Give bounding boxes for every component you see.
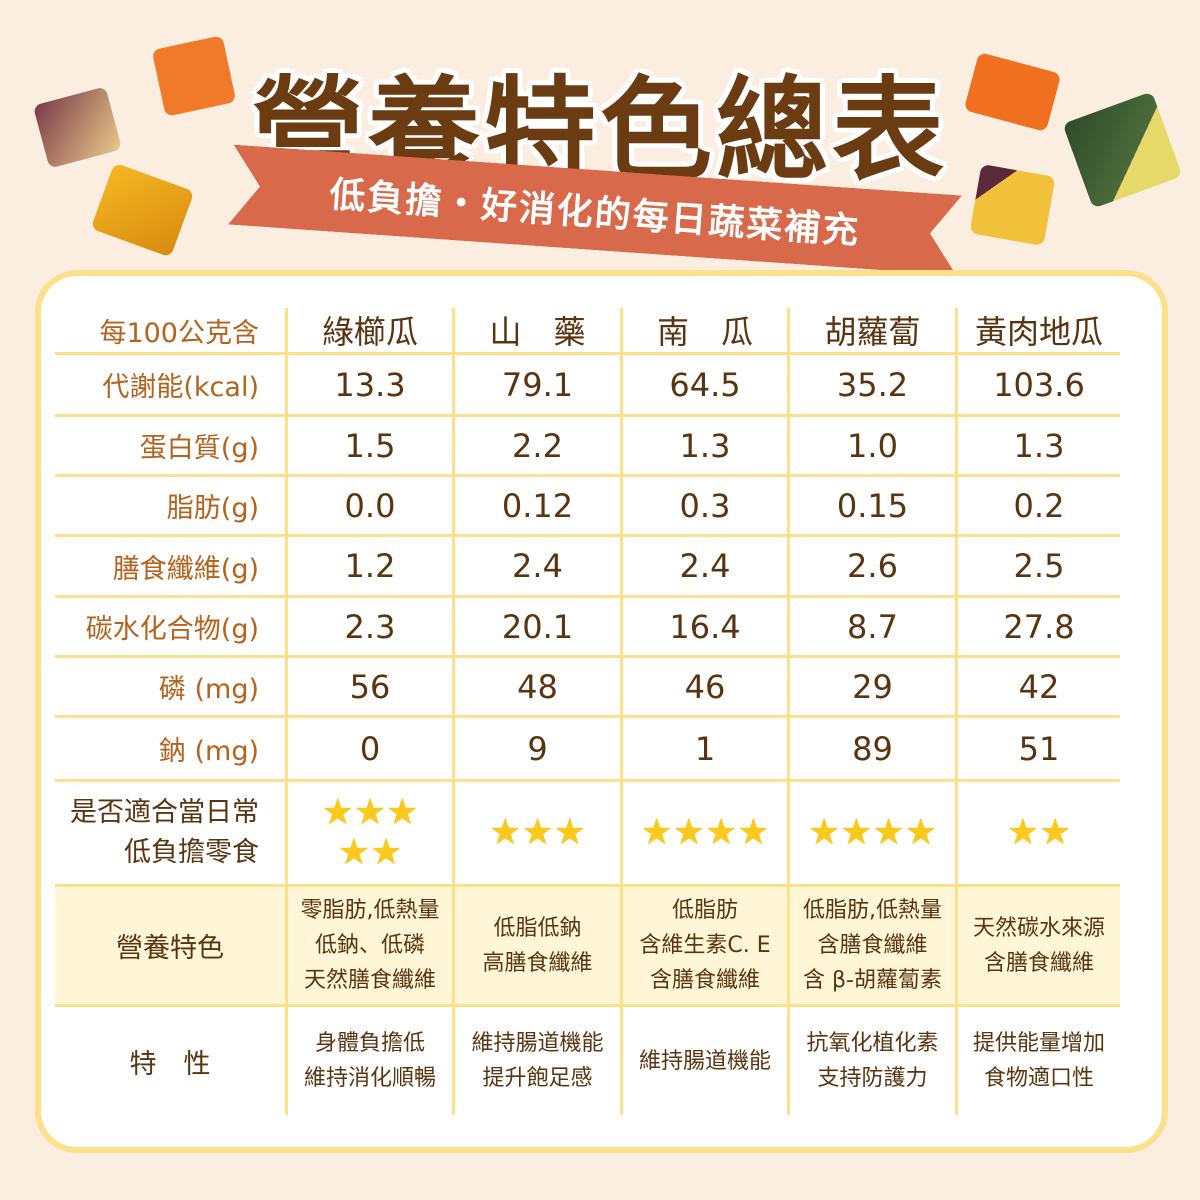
table-cell: 2.5 — [955, 537, 1120, 598]
table-cell: 29 — [787, 658, 955, 718]
table-cell: 79.1 — [452, 355, 620, 417]
trait-cell: 抗氧化植化素 支持防護力 — [787, 1007, 955, 1115]
row-label: 蛋白質(g) — [55, 417, 285, 477]
table-cell: 89 — [787, 718, 955, 782]
traits-label: 特 性 — [129, 1048, 211, 1080]
column-header: 綠櫛瓜 — [285, 308, 452, 355]
star-rating: ★★★★ — [787, 782, 955, 887]
table-cell: 13.3 — [285, 355, 452, 417]
star-rating: ★★★ — [452, 782, 620, 887]
column-header: 黃肉地瓜 — [955, 308, 1120, 355]
feature-cell: 零脂肪,低熱量 低鈉、低磷 天然膳食纖維 — [285, 887, 452, 1007]
table-cell: 103.6 — [955, 355, 1120, 417]
table-cell: 1.2 — [285, 537, 452, 598]
star-rating: ★★★ ★★ — [285, 782, 452, 887]
row-label: 脂肪(g) — [55, 477, 285, 537]
table-cell: 2.4 — [620, 537, 787, 598]
column-header: 胡蘿蔔 — [787, 308, 955, 355]
table-cell: 27.8 — [955, 598, 1120, 658]
features-label: 營養特色 — [55, 887, 285, 1007]
table-cell: 0.15 — [787, 477, 955, 537]
table-cell: 2.2 — [452, 417, 620, 477]
column-header: 山 藥 — [452, 308, 620, 355]
feature-cell: 低脂肪 含維生素C. E 含膳食纖維 — [620, 887, 787, 1007]
feature-cell: 低脂低鈉 高膳食纖維 — [452, 887, 620, 1007]
rating-label: 是否適合當日常 低負擔零食 — [55, 782, 285, 887]
table-cell: 8.7 — [787, 598, 955, 658]
column-header: 南 瓜 — [620, 308, 787, 355]
table-cell: 1.3 — [620, 417, 787, 477]
table-cell: 0.3 — [620, 477, 787, 537]
row-label: 碳水化合物(g) — [55, 598, 285, 658]
feature-cell: 低脂肪,低熱量 含膳食纖維 含 β-胡蘿蔔素 — [787, 887, 955, 1007]
trait-cell: 維持腸道機能 — [620, 1007, 787, 1115]
table-cell: 0.0 — [285, 477, 452, 537]
table-cell: 0.12 — [452, 477, 620, 537]
table-cell: 16.4 — [620, 598, 787, 658]
trait-cell: 提供能量增加 食物適口性 — [955, 1007, 1120, 1115]
star-rating: ★★ — [955, 782, 1120, 887]
table-cell: 46 — [620, 658, 787, 718]
trait-cell: 維持腸道機能 提升飽足感 — [452, 1007, 620, 1115]
table-cell: 0.2 — [955, 477, 1120, 537]
table-cell: 51 — [955, 718, 1120, 782]
row-label: 代謝能(kcal) — [55, 355, 285, 417]
table-cell: 0 — [285, 718, 452, 782]
table-cell: 64.5 — [620, 355, 787, 417]
row-label: 鈉 (mg) — [55, 718, 285, 782]
star-rating: ★★★★ — [620, 782, 787, 887]
table-cell: 1 — [620, 718, 787, 782]
table-cell: 1.5 — [285, 417, 452, 477]
row-label: 磷 (mg) — [55, 658, 285, 718]
table-cell: 42 — [955, 658, 1120, 718]
table-cell: 1.3 — [955, 417, 1120, 477]
table-cell: 2.6 — [787, 537, 955, 598]
table-cell: 1.0 — [787, 417, 955, 477]
table-cell: 56 — [285, 658, 452, 718]
nutrition-table: 每100公克含 綠櫛瓜山 藥南 瓜胡蘿蔔 黃肉地瓜代謝能(kcal) 13.3 79.1… — [55, 308, 1120, 1115]
table-cell: 35.2 — [787, 355, 955, 417]
corner-header: 每100公克含 — [55, 308, 285, 355]
table-cell: 2.4 — [452, 537, 620, 598]
table-cell: 20.1 — [452, 598, 620, 658]
table-cell: 9 — [452, 718, 620, 782]
table-cell: 2.3 — [285, 598, 452, 658]
row-label: 膳食纖維(g) — [55, 537, 285, 598]
trait-cell: 身體負擔低 維持消化順暢 — [285, 1007, 452, 1115]
feature-cell: 天然碳水來源 含膳食纖維 — [955, 887, 1120, 1007]
table-cell: 48 — [452, 658, 620, 718]
